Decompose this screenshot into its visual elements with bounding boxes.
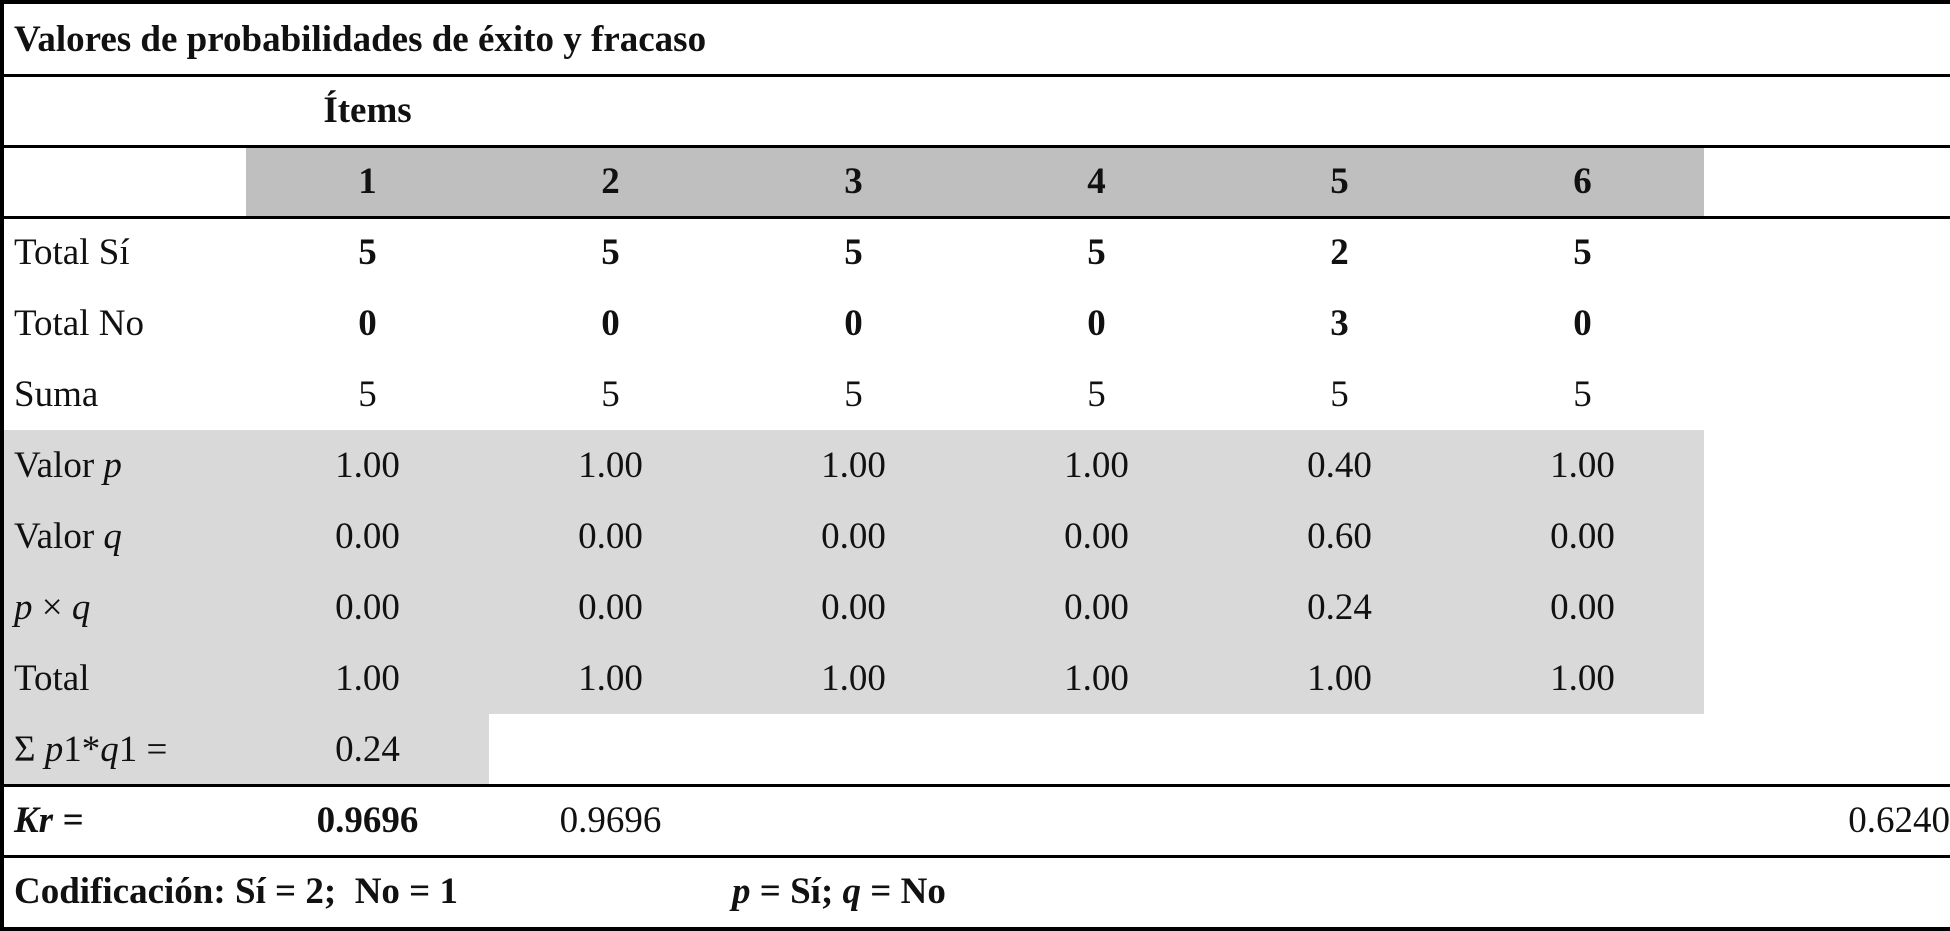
pq-note: p = Sí; q = No xyxy=(732,856,1532,927)
table-value: 5 xyxy=(1087,232,1106,273)
table-value: 1.00 xyxy=(578,445,643,486)
table-value: 5 xyxy=(358,374,377,415)
table-value: 1.00 xyxy=(1307,658,1372,699)
column-header: 3 xyxy=(844,161,863,202)
table-value: 0.00 xyxy=(1550,516,1615,557)
label-part: q xyxy=(103,516,122,557)
row-label: Suma xyxy=(0,359,246,430)
table-value: 0.24 xyxy=(1307,587,1372,628)
table-value: 1.00 xyxy=(335,658,400,699)
row-label: Total xyxy=(0,643,246,714)
label-part: Total Sí xyxy=(14,232,130,273)
column-header: 4 xyxy=(1087,161,1106,202)
table-value: 5 xyxy=(1573,374,1592,415)
label-part: = No xyxy=(861,871,946,912)
table-value: 0.00 xyxy=(1064,516,1129,557)
table-value: 0.00 xyxy=(1064,587,1129,628)
label-part: Total No xyxy=(14,303,144,344)
table-value: 0 xyxy=(601,303,620,344)
table-value: 5 xyxy=(844,232,863,273)
table-value: 0.00 xyxy=(821,516,886,557)
table-value: 0.00 xyxy=(821,587,886,628)
label-part: Valor xyxy=(14,516,104,557)
table-value: 1.00 xyxy=(578,658,643,699)
column-header: 6 xyxy=(1573,161,1592,202)
table-value: 1.00 xyxy=(821,445,886,486)
table-value: 0.40 xyxy=(1307,445,1372,486)
border-left xyxy=(0,0,4,931)
row-rule xyxy=(0,855,1950,858)
border-bottom xyxy=(0,927,1950,931)
label-part: p xyxy=(14,587,33,628)
table-value: 0.00 xyxy=(578,516,643,557)
label-part: × xyxy=(32,587,72,628)
table-value: 5 xyxy=(358,232,377,273)
kr-value: 0.9696 xyxy=(559,800,662,841)
table-value: 0.60 xyxy=(1307,516,1372,557)
label-part: Suma xyxy=(14,374,99,415)
label-part: p xyxy=(44,729,64,770)
row-label: Total No xyxy=(0,288,246,359)
sum-value: 0.24 xyxy=(335,729,400,770)
kr-label: Kr = xyxy=(14,800,84,841)
coding-note: Codificación: Sí = 2; No = 1 xyxy=(14,871,459,912)
sum-label: Σ p 1* q 1 = xyxy=(0,714,246,785)
table-value: 0 xyxy=(1573,303,1592,344)
row-rule xyxy=(0,145,1950,148)
table-value: 1.00 xyxy=(335,445,400,486)
table-value: 5 xyxy=(1573,232,1592,273)
table-value: 1.00 xyxy=(1550,658,1615,699)
table-value: 0 xyxy=(1087,303,1106,344)
table-value: 1.00 xyxy=(821,658,886,699)
table-title: Valores de probabilidades de éxito y fra… xyxy=(14,19,707,60)
row-label: Valor p xyxy=(0,430,246,501)
table-value: 0.00 xyxy=(335,516,400,557)
label-part: Total xyxy=(14,658,90,699)
row-rule xyxy=(0,216,1950,219)
label-part: Valor xyxy=(14,445,104,486)
row-label: p × q xyxy=(0,572,246,643)
column-header: 1 xyxy=(358,161,377,202)
label-part: 1 = xyxy=(118,729,168,770)
row-rule xyxy=(0,784,1950,787)
sum-shade xyxy=(0,714,489,785)
label-part: Σ xyxy=(14,729,45,770)
items-label: Ítems xyxy=(323,90,412,131)
table-value: 1.00 xyxy=(1064,658,1129,699)
label-part: p xyxy=(103,445,122,486)
table-value: 0 xyxy=(844,303,863,344)
row-label: Valor q xyxy=(0,501,246,572)
calc-shade xyxy=(0,430,1704,714)
table-value: 5 xyxy=(601,374,620,415)
column-header: 5 xyxy=(1330,161,1349,202)
table-value: 0.00 xyxy=(335,587,400,628)
table-value: 0 xyxy=(358,303,377,344)
table-value: 5 xyxy=(1087,374,1106,415)
table-value: 0.00 xyxy=(1550,587,1615,628)
column-header: 2 xyxy=(601,161,620,202)
kr-value: 0.6240 xyxy=(1848,800,1950,841)
table-value: 1.00 xyxy=(1064,445,1129,486)
table-value: 0.00 xyxy=(578,587,643,628)
label-part: q xyxy=(71,587,91,628)
label-part: = Sí; xyxy=(750,871,843,912)
table-value: 5 xyxy=(601,232,620,273)
label-part: p xyxy=(732,871,751,912)
header-shade xyxy=(246,146,1704,217)
row-rule xyxy=(0,74,1950,77)
kr-value: 0.9696 xyxy=(316,800,419,841)
border-top xyxy=(0,0,1950,4)
label-part: 1* xyxy=(63,729,101,770)
table-value: 1.00 xyxy=(1550,445,1615,486)
row-label: Total Sí xyxy=(0,217,246,288)
table-value: 5 xyxy=(1330,374,1349,415)
table-value: 3 xyxy=(1330,303,1349,344)
table-value: 5 xyxy=(844,374,863,415)
table-value: 2 xyxy=(1330,232,1349,273)
label-part: q xyxy=(842,871,862,912)
label-part: q xyxy=(100,729,119,770)
